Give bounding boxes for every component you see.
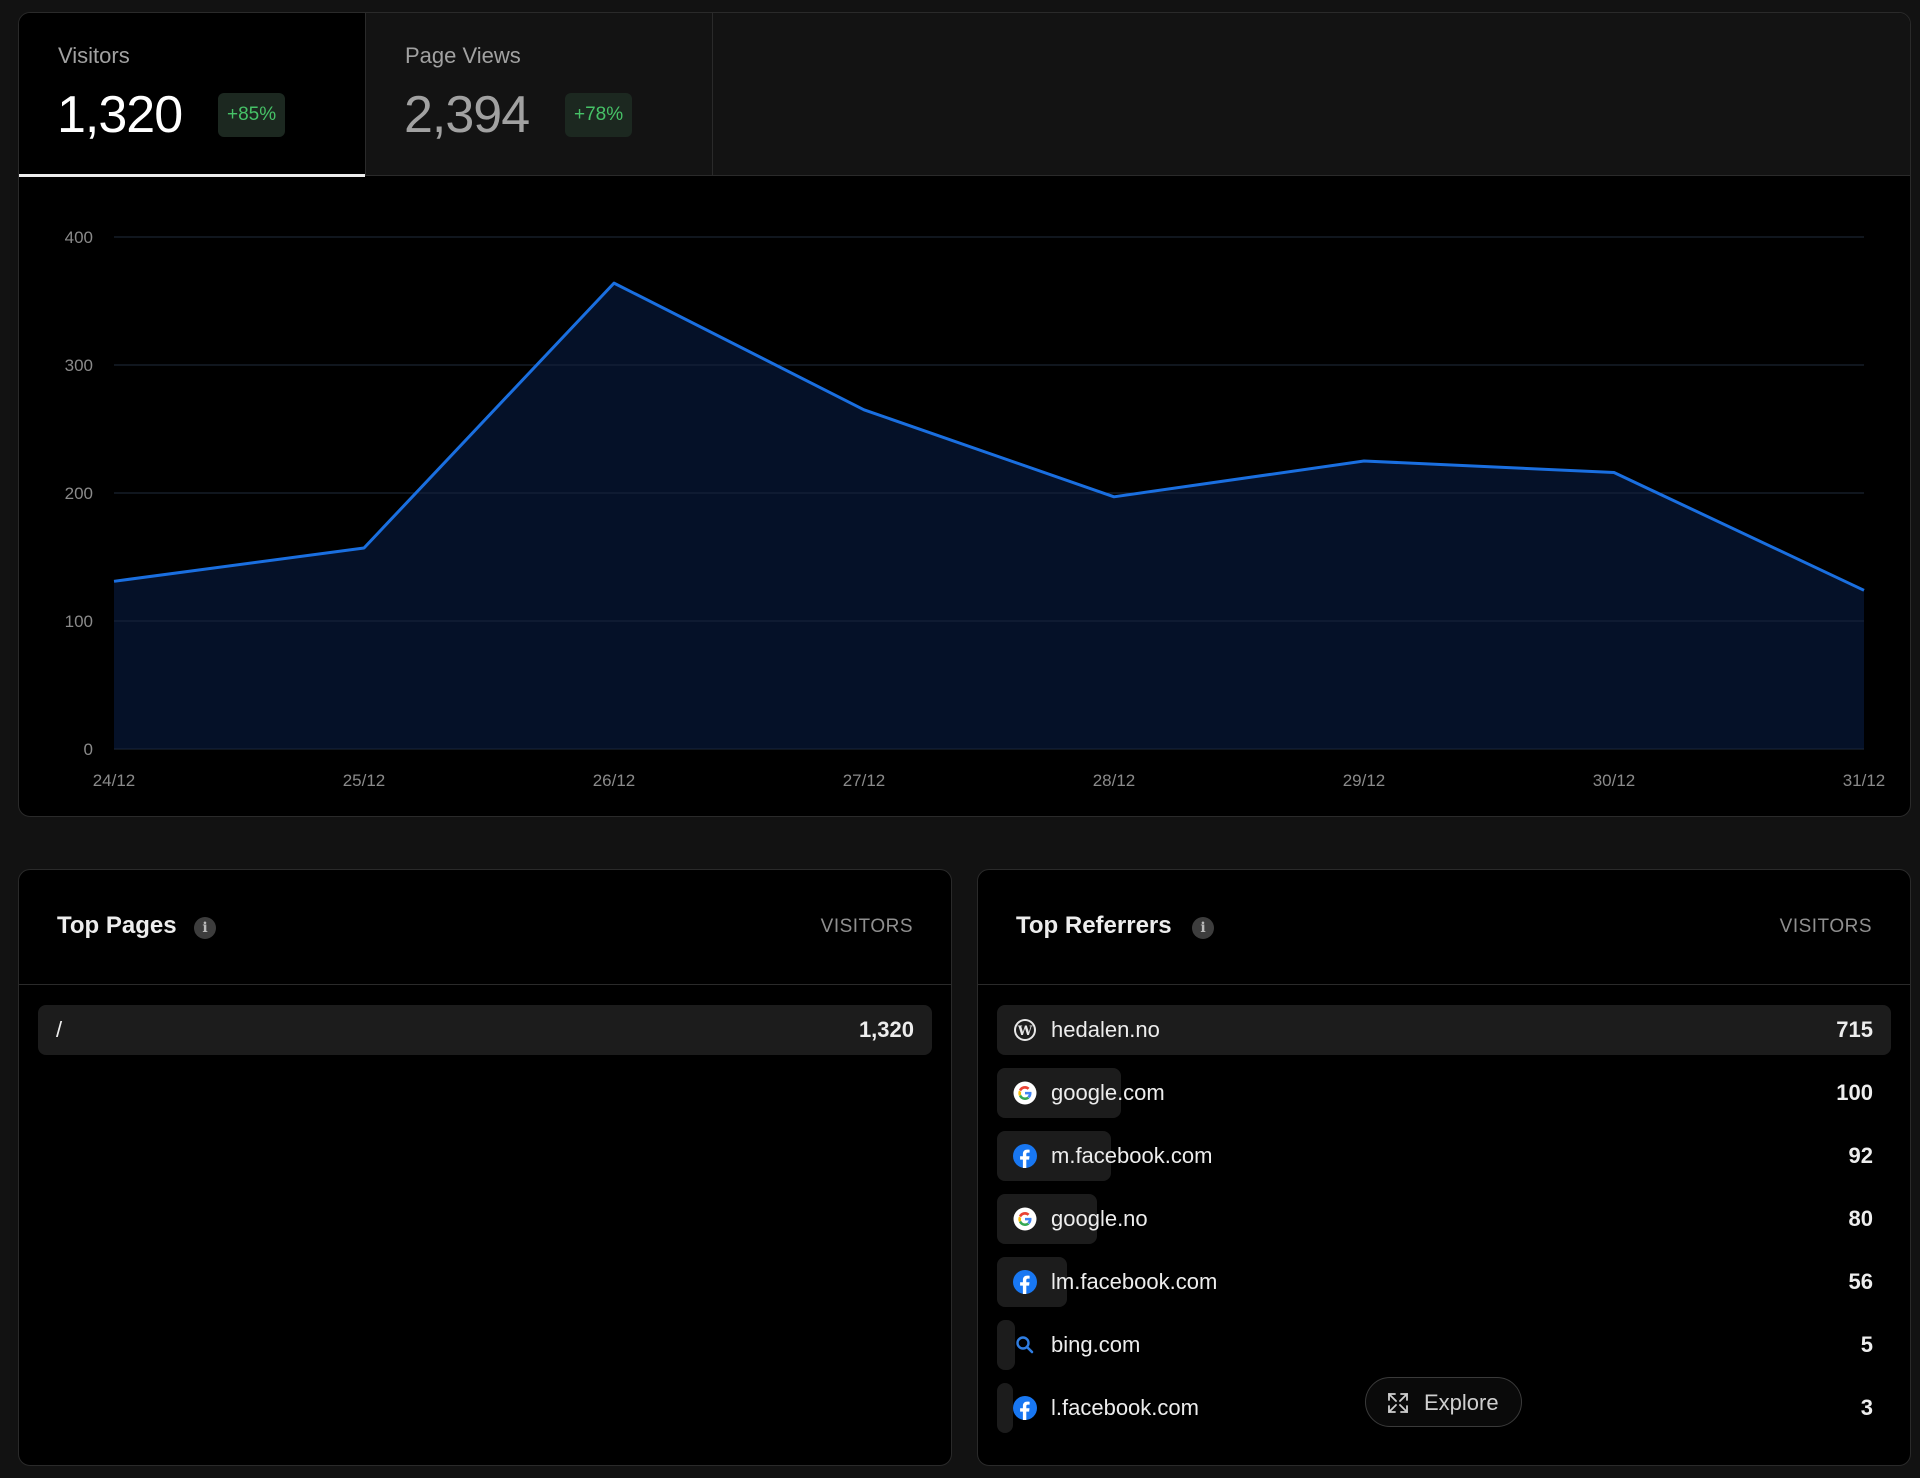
list-item[interactable]: m.facebook.com 92 xyxy=(997,1131,1891,1181)
stat-value: 2,394 xyxy=(404,86,530,144)
row-bar xyxy=(38,1005,932,1055)
facebook-icon xyxy=(1013,1144,1037,1168)
column-header: VISITORS xyxy=(820,916,913,937)
x-tick-label: 29/12 xyxy=(1343,771,1386,790)
y-tick-label: 300 xyxy=(65,356,93,375)
card-title: Top Pages xyxy=(57,912,177,939)
visitor-count: 1,320 xyxy=(858,1017,914,1042)
x-tick-label: 26/12 xyxy=(593,771,636,790)
visitor-count: 80 xyxy=(1848,1206,1873,1231)
list-item[interactable]: bing.com 5 xyxy=(997,1320,1891,1370)
column-header: VISITORS xyxy=(1779,916,1872,937)
card-header: Top Pages i VISITORS xyxy=(19,870,951,985)
y-tick-label: 0 xyxy=(84,740,93,759)
change-badge: +78% xyxy=(565,93,633,137)
visitor-count: 56 xyxy=(1848,1269,1873,1294)
tab-visitors[interactable]: Visitors 1,320 +85% xyxy=(19,13,366,177)
list-item[interactable]: google.com 100 xyxy=(997,1068,1891,1118)
wordpress-icon: W xyxy=(1014,1019,1036,1041)
tab-page-views[interactable]: Page Views 2,394 +78% xyxy=(366,13,713,176)
y-tick-label: 200 xyxy=(65,484,93,503)
y-tick-label: 100 xyxy=(65,612,93,631)
area-fill xyxy=(114,283,1864,749)
referrer-name: hedalen.no xyxy=(1051,1017,1160,1042)
x-tick-label: 28/12 xyxy=(1093,771,1136,790)
referrer-name: google.no xyxy=(1051,1206,1148,1231)
top-referrers-card: Top Referrers i VISITORS W hedalen.no 71… xyxy=(977,869,1911,1466)
google-icon xyxy=(1013,1081,1037,1105)
series-line xyxy=(113,281,1865,592)
facebook-icon xyxy=(1013,1396,1037,1420)
referrer-name: lm.facebook.com xyxy=(1051,1269,1218,1294)
expand-icon xyxy=(1388,1393,1408,1413)
facebook-icon xyxy=(1013,1270,1037,1294)
visitor-count: 92 xyxy=(1848,1143,1873,1168)
list-item[interactable]: W hedalen.no 715 xyxy=(997,1005,1891,1055)
explore-button[interactable]: Explore xyxy=(1365,1377,1522,1427)
row-bar xyxy=(997,1383,1013,1433)
row-bar xyxy=(997,1005,1891,1055)
list-item[interactable]: / 1,320 xyxy=(38,1005,932,1055)
info-icon[interactable]: i xyxy=(194,917,216,939)
change-badge: +85% xyxy=(218,93,286,137)
bing-search-icon xyxy=(1016,1336,1034,1354)
svg-text:W: W xyxy=(1017,1024,1033,1039)
google-icon xyxy=(1013,1207,1037,1231)
referrer-name: m.facebook.com xyxy=(1051,1143,1213,1168)
stats-tabs: Visitors 1,320 +85% Page Views 2,394 +78… xyxy=(19,13,1910,177)
x-tick-label: 25/12 xyxy=(343,771,386,790)
visitor-count: 100 xyxy=(1836,1080,1873,1105)
list-item[interactable]: google.no 80 xyxy=(997,1194,1891,1244)
row-bar xyxy=(997,1320,1015,1370)
card-header: Top Referrers i VISITORS xyxy=(978,870,1910,985)
list-item[interactable]: l.facebook.com 3 xyxy=(997,1383,1891,1433)
stats-card: Visitors 1,320 +85% Page Views 2,394 +78… xyxy=(18,12,1911,817)
top-pages-card: Top Pages i VISITORS / 1,320 xyxy=(18,869,952,1466)
card-title: Top Referrers xyxy=(1016,912,1172,939)
y-tick-label: 400 xyxy=(65,228,93,247)
visitor-count: 715 xyxy=(1836,1017,1873,1042)
x-tick-label: 30/12 xyxy=(1593,771,1636,790)
visitor-count: 3 xyxy=(1860,1395,1873,1420)
x-tick-label: 31/12 xyxy=(1843,771,1886,790)
stat-label: Visitors xyxy=(58,43,130,68)
referrer-name: bing.com xyxy=(1051,1332,1141,1357)
stat-label: Page Views xyxy=(405,43,521,68)
list-item[interactable]: lm.facebook.com 56 xyxy=(997,1257,1891,1307)
x-tick-label: 27/12 xyxy=(843,771,886,790)
explore-label: Explore xyxy=(1424,1390,1499,1415)
info-icon[interactable]: i xyxy=(1192,917,1214,939)
visitor-count: 5 xyxy=(1860,1332,1873,1357)
referrer-name: l.facebook.com xyxy=(1051,1395,1199,1420)
page-path: / xyxy=(56,1017,63,1042)
stat-value: 1,320 xyxy=(57,86,183,144)
x-tick-label: 24/12 xyxy=(93,771,136,790)
referrer-name: google.com xyxy=(1051,1080,1165,1105)
visitors-chart: 0 100 200 300 400 24/12 25/12 26/12 27/12 28/12 29… xyxy=(65,228,1886,790)
